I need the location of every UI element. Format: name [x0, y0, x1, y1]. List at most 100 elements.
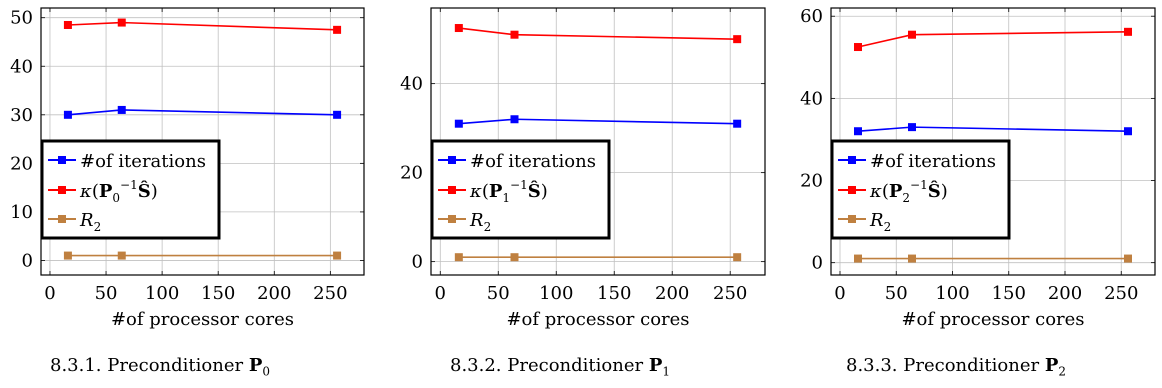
data-point [854, 43, 862, 52]
caption-3-symbol: P [1044, 355, 1059, 376]
y-tick-label: 40 [10, 56, 33, 77]
caption-3-text: Preconditioner [903, 355, 1040, 376]
data-point [1124, 127, 1132, 136]
x-tick-label: 0 [435, 283, 446, 304]
legend: #of iterations κ(P2−1Ŝ) R2 [830, 139, 1011, 240]
x-tick-label: 100 [145, 283, 179, 304]
caption-2-sub: 1 [662, 364, 671, 379]
data-point [510, 30, 519, 39]
legend-label: #of iterations [870, 151, 996, 172]
series-line [857, 31, 1129, 48]
caption-1-text: Preconditioner [107, 355, 244, 376]
y-tick-label: 40 [400, 74, 423, 95]
series-2 [63, 18, 342, 34]
x-tick-label: 250 [713, 283, 747, 304]
x-tick-label: 50 [95, 283, 118, 304]
x-tick-label: 150 [992, 283, 1026, 304]
caption-1-sub: 0 [262, 364, 271, 379]
x-tick-label: 150 [597, 283, 631, 304]
chart-2: 0 50 100 150 200 250 0 20 40 #of processor cores #… [400, 7, 766, 330]
legend-label: κ(P0−1Ŝ) [79, 178, 158, 205]
legend-swatch-marker [448, 156, 456, 164]
data-point [733, 35, 742, 44]
series-line [458, 118, 738, 125]
data-point [117, 105, 126, 114]
x-tick-label: 200 [1048, 283, 1082, 304]
series-2 [454, 24, 742, 44]
data-point [454, 119, 463, 128]
legend: #of iterations κ(P1−1Ŝ) R2 [430, 139, 611, 240]
legend-swatch-marker [848, 186, 856, 194]
legend-label: κ(P1−1Ŝ) [469, 178, 548, 205]
caption-3-sub: 2 [1058, 364, 1067, 379]
y-tick-label: 50 [10, 8, 33, 29]
x-tick-label: 250 [1104, 283, 1138, 304]
data-point [733, 119, 742, 128]
x-axis-label: #of processor cores [506, 309, 689, 330]
series-3 [454, 253, 742, 262]
data-point [908, 123, 916, 132]
legend-swatch-marker [58, 215, 66, 223]
data-point [63, 110, 72, 119]
data-point [454, 24, 463, 33]
series-3 [854, 254, 1132, 263]
series-line [67, 109, 338, 116]
x-tick-label: 50 [487, 283, 510, 304]
data-point [1124, 27, 1132, 36]
x-tick-label: 0 [44, 283, 55, 304]
chart-3: 0 50 100 150 200 250 0 20 40 60 #of processor core… [800, 6, 1156, 330]
data-point [510, 115, 519, 124]
legend-label: R2 [469, 210, 491, 234]
data-point [63, 251, 72, 260]
x-axis-label: #of processor cores [901, 309, 1084, 330]
legend-swatch-marker [848, 156, 856, 164]
y-tick-label: 0 [22, 250, 33, 271]
series-1 [854, 123, 1132, 136]
data-point [333, 251, 342, 260]
x-tick-label: 100 [539, 283, 573, 304]
caption-3-number: 8.3.3. [846, 355, 898, 376]
caption-2-symbol: P [648, 355, 663, 376]
y-tick-label: 20 [10, 153, 33, 174]
legend-swatch-marker [58, 156, 66, 164]
caption-2-number: 8.3.2. [450, 355, 502, 376]
caption-1-number: 8.3.1. [50, 355, 102, 376]
data-point [117, 251, 126, 260]
caption-2-text: Preconditioner [507, 355, 644, 376]
series-2 [854, 27, 1132, 52]
series-1 [454, 115, 742, 128]
caption-3: 8.3.3. Preconditioner P2 [846, 355, 1066, 379]
y-tick-label: 10 [10, 202, 33, 223]
data-point [854, 127, 862, 136]
series-line [67, 21, 338, 31]
y-tick-label: 20 [400, 163, 423, 184]
x-axis-label: #of processor cores [111, 309, 294, 330]
chart-1: 0 50 100 150 200 250 0 10 20 30 40 50 #of processor … [10, 7, 365, 330]
series-line [458, 27, 738, 40]
data-point [1124, 254, 1132, 263]
y-tick-label: 20 [800, 171, 823, 192]
caption-1-symbol: P [248, 355, 263, 376]
data-point [454, 253, 463, 262]
legend-swatch-marker [848, 215, 856, 223]
data-point [63, 20, 72, 29]
series-3 [63, 251, 342, 260]
series-line [857, 126, 1129, 133]
x-tick-label: 200 [655, 283, 689, 304]
caption-1: 8.3.1. Preconditioner P0 [50, 355, 270, 379]
x-tick-label: 50 [885, 283, 908, 304]
legend-swatch-marker [58, 186, 66, 194]
series-1 [63, 105, 342, 119]
y-tick-label: 40 [800, 88, 823, 109]
x-tick-label: 150 [201, 283, 235, 304]
data-point [733, 253, 742, 262]
x-tick-label: 100 [935, 283, 969, 304]
x-tick-label: 0 [834, 283, 845, 304]
legend-label: #of iterations [470, 151, 596, 172]
caption-2: 8.3.2. Preconditioner P1 [450, 355, 670, 379]
data-point [333, 25, 342, 34]
legend-label: R2 [79, 210, 101, 234]
y-tick-label: 0 [412, 252, 423, 273]
data-point [333, 110, 342, 119]
